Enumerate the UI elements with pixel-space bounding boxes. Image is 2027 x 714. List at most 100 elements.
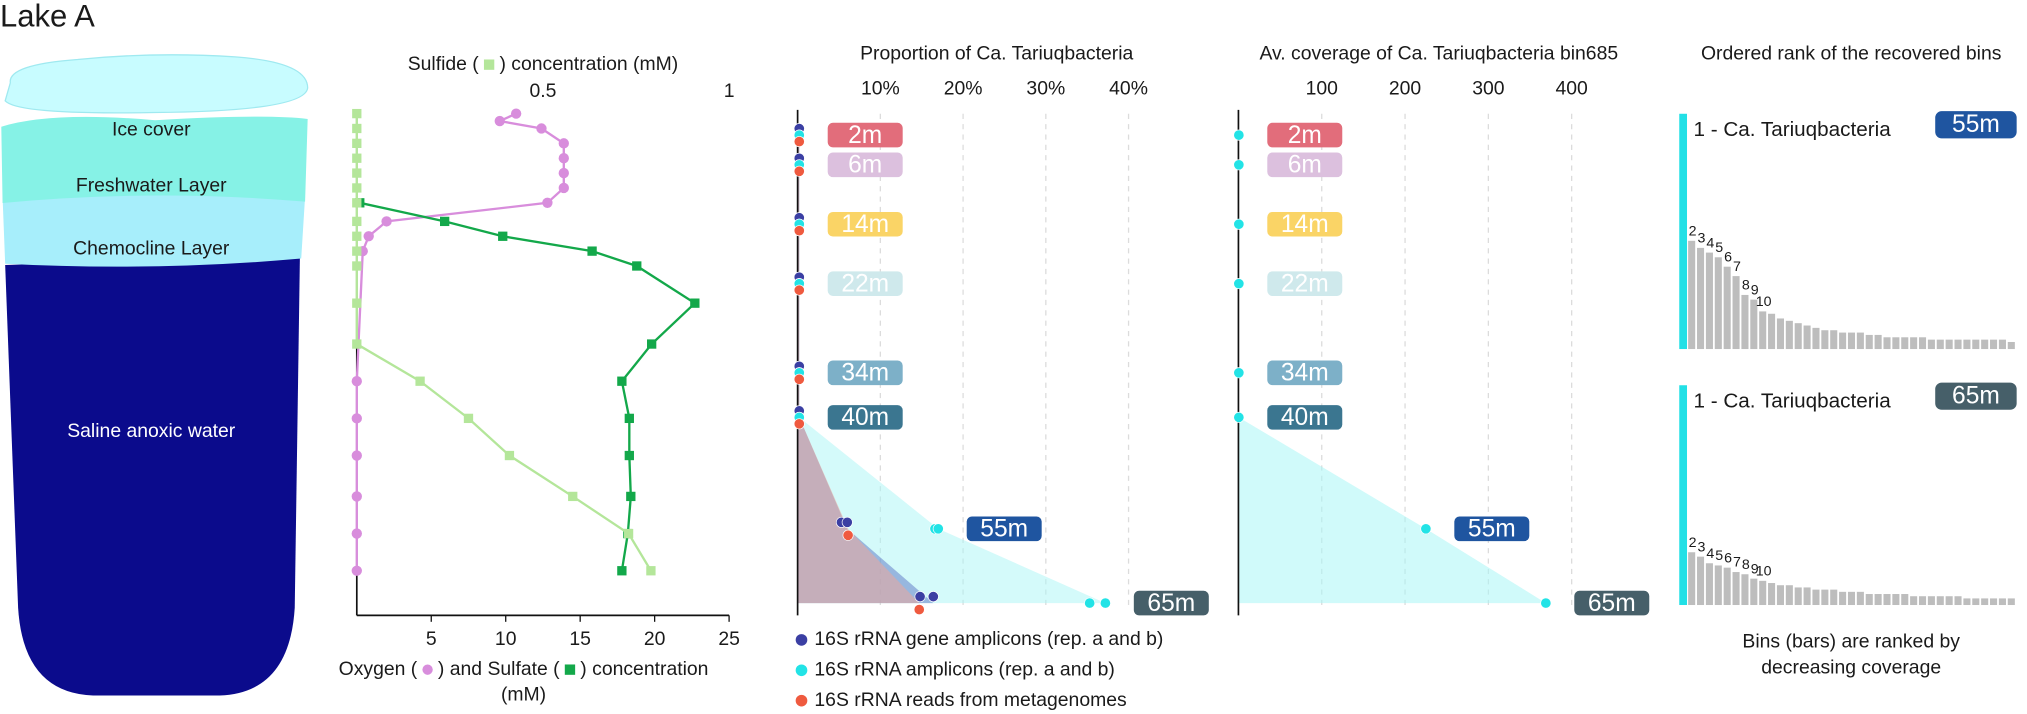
- bar: [1990, 339, 1998, 350]
- bar: [1705, 563, 1713, 606]
- bar: [2007, 341, 2015, 350]
- depth-label: 40m: [841, 404, 889, 431]
- bar: [1794, 323, 1802, 350]
- bar: [1945, 596, 1953, 606]
- bar: [1697, 247, 1705, 350]
- depth-badge: [1133, 590, 1209, 616]
- saline-layer: [5, 255, 300, 696]
- data-point: [842, 529, 854, 541]
- rank-label: 4: [1706, 546, 1714, 562]
- data-point: [1233, 129, 1245, 141]
- bar: [1741, 574, 1749, 606]
- bar: [1830, 589, 1838, 606]
- bar: [1865, 594, 1873, 606]
- bar: [1821, 589, 1829, 606]
- bar: [1910, 337, 1918, 350]
- legend-marker: [564, 664, 576, 675]
- x-tick-label: 10%: [861, 77, 900, 99]
- bar: [1697, 556, 1705, 606]
- depth-label: 65m: [1952, 382, 2000, 409]
- profile-point: [351, 450, 362, 461]
- profile-point: [352, 231, 362, 241]
- bar: [1981, 339, 1989, 350]
- bar: [1963, 598, 1971, 606]
- bar: [1688, 240, 1696, 350]
- axis-label: ) concentration: [580, 658, 708, 680]
- profile-point: [352, 138, 362, 148]
- profile-point: [646, 566, 656, 576]
- chemocline-layer: [2, 192, 306, 267]
- x-tick-label: 10: [495, 628, 517, 650]
- depth-badge: [1935, 111, 2017, 139]
- bar: [1856, 591, 1864, 606]
- bar: [1936, 596, 1944, 606]
- bar: [1714, 257, 1722, 350]
- profile-point: [351, 528, 362, 539]
- lake-diagram: Ice cover Freshwater Layer Chemocline La…: [1, 54, 309, 696]
- profile-point: [542, 197, 553, 208]
- profile-point: [352, 216, 362, 227]
- layer-label: Saline anoxic water: [67, 420, 236, 442]
- x-tick-label: 25: [718, 628, 740, 650]
- profile-point: [381, 216, 392, 227]
- bar: [1785, 585, 1793, 606]
- profile-point: [351, 413, 362, 424]
- rank-label: 7: [1733, 555, 1741, 571]
- depth-label: 14m: [1281, 211, 1329, 238]
- bar: [1945, 339, 1953, 350]
- profile-point: [510, 108, 522, 119]
- rank-label: 7: [1733, 259, 1741, 275]
- rank-label: 6: [1724, 249, 1732, 265]
- bar: [1981, 598, 1989, 606]
- ice-layer: [4, 54, 309, 114]
- rank-label: 6: [1724, 550, 1732, 566]
- profile-line: [355, 113, 652, 572]
- depth-label: 2m: [1288, 122, 1322, 149]
- axis-label: ) and Sulfate (: [438, 658, 560, 680]
- depth-badge: [966, 516, 1042, 542]
- layer-label: Ice cover: [112, 119, 191, 141]
- profile-point: [363, 231, 374, 242]
- caption: decreasing coverage: [1761, 656, 1941, 678]
- bar: [1892, 594, 1900, 606]
- profile-point: [352, 298, 362, 308]
- rank-label: 1 - Ca. Tariuqbacteria: [1693, 118, 1891, 141]
- bar: [1972, 598, 1980, 606]
- profile-point: [624, 450, 634, 461]
- area: [797, 135, 920, 604]
- depth-badge: [827, 122, 903, 148]
- bar: [1741, 294, 1749, 350]
- depth-label: 65m: [1588, 590, 1636, 617]
- bar: [1998, 339, 2006, 350]
- profile-point: [463, 413, 474, 424]
- rank-label: 10: [1756, 564, 1772, 580]
- rank-label: 8: [1742, 557, 1750, 573]
- bar: [1874, 594, 1882, 606]
- bar: [1768, 583, 1776, 606]
- bar: [1759, 580, 1767, 606]
- caption: Bins (bars) are ranked by: [1742, 631, 1960, 653]
- x-tick-label: 40%: [1109, 77, 1148, 99]
- rank-label: 3: [1697, 231, 1705, 247]
- data-point: [927, 591, 939, 603]
- legend-marker: [795, 694, 808, 707]
- depth-label: 65m: [1147, 590, 1195, 617]
- bar: [1812, 327, 1820, 350]
- bar: [1910, 596, 1918, 606]
- depth-badge: [1267, 211, 1343, 237]
- profile-point: [498, 231, 508, 241]
- data-point: [914, 591, 926, 603]
- axis-label: (mM): [501, 684, 546, 706]
- rank-label: 2: [1689, 224, 1697, 240]
- depth-label: 34m: [841, 360, 889, 387]
- x2-tick-label: 1: [724, 80, 735, 102]
- profile-point: [415, 376, 425, 386]
- bar: [1918, 337, 1927, 350]
- profile-point: [352, 123, 362, 134]
- depth-badge: [827, 271, 903, 296]
- bar: [1776, 318, 1784, 350]
- depth-badge: [1267, 271, 1343, 296]
- depth-badge: [1267, 405, 1343, 430]
- profile-point: [352, 198, 362, 208]
